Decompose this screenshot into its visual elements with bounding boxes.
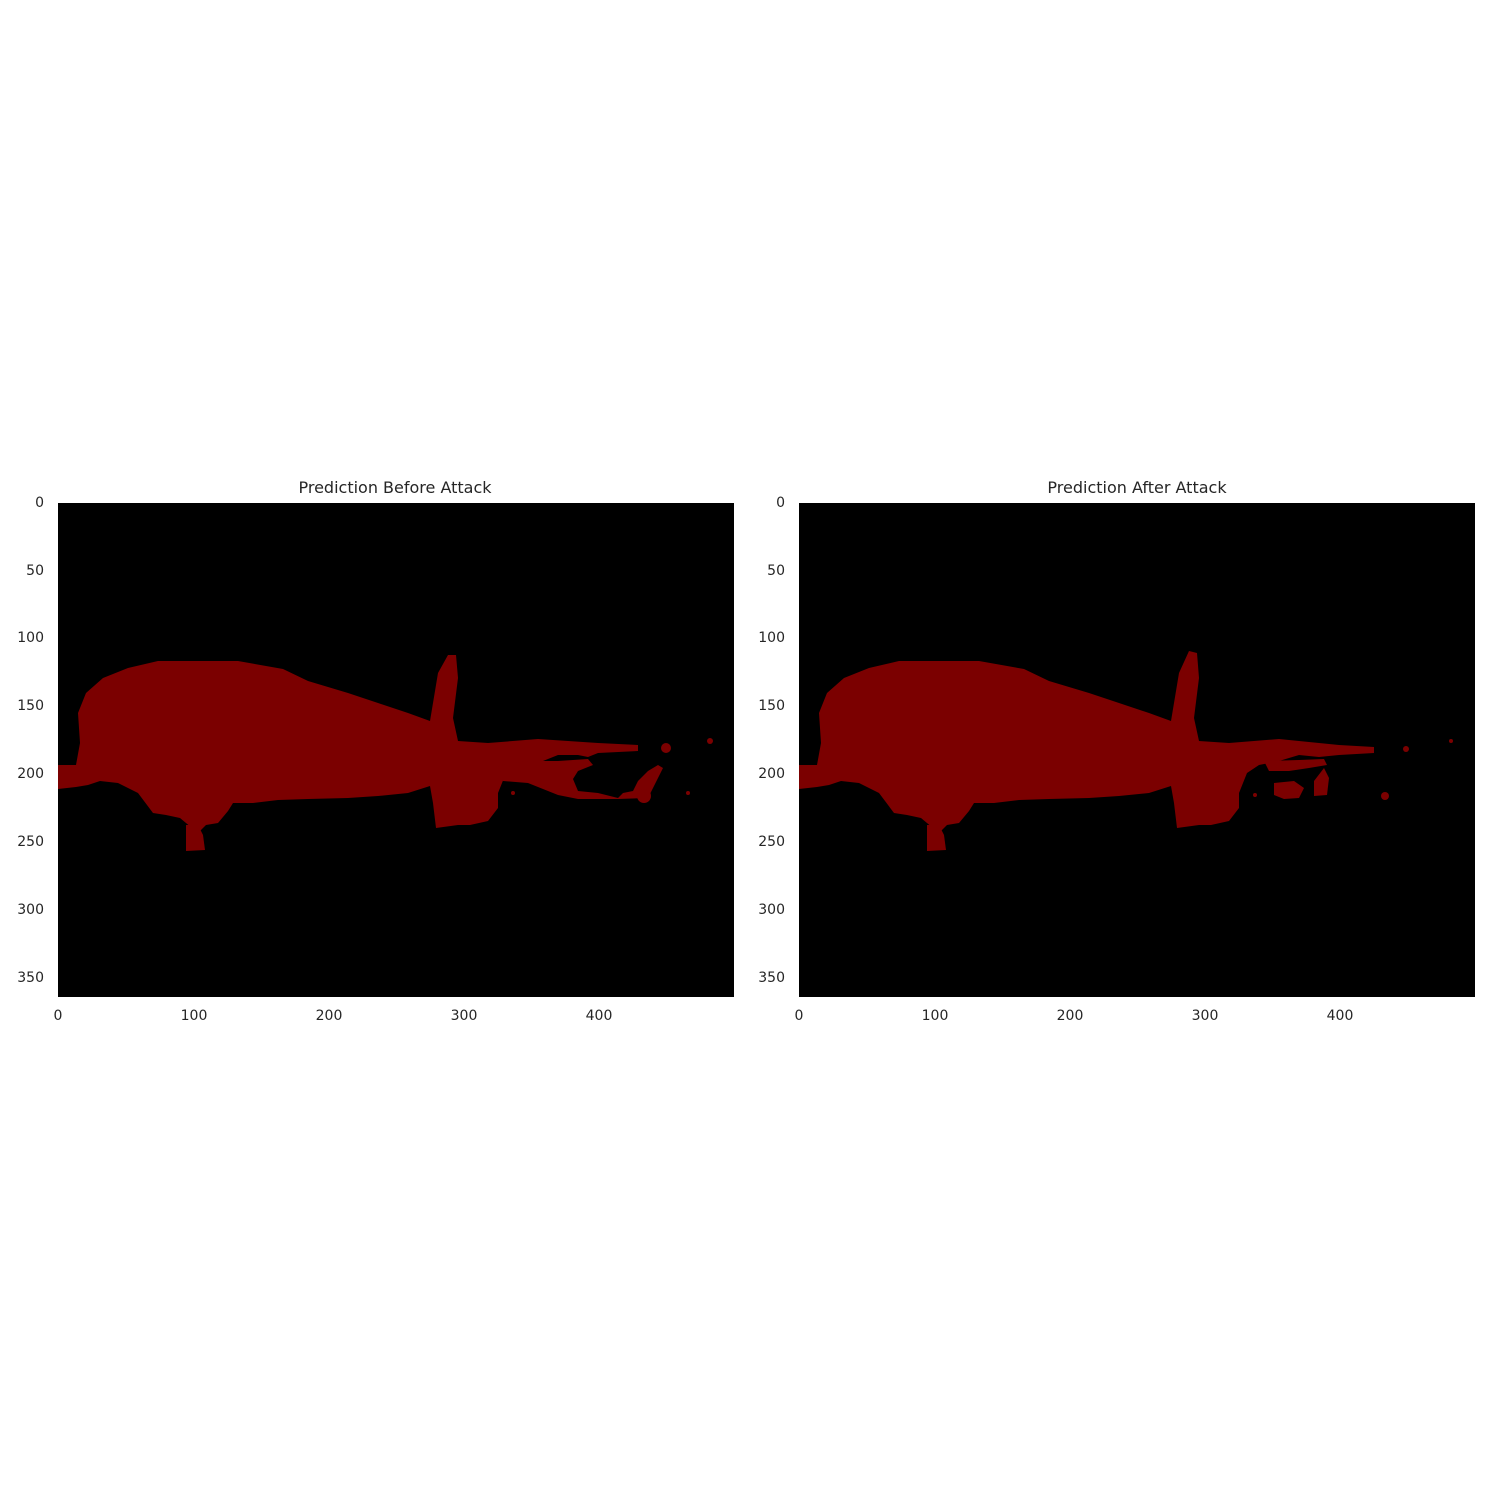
x-tick-label: 200 <box>1056 1008 1084 1024</box>
segment-blob <box>1449 739 1453 743</box>
x-tick-label: 0 <box>794 1008 804 1024</box>
segment-blob <box>58 655 638 833</box>
panel-title-after: Prediction After Attack <box>1047 478 1227 497</box>
x-tick-label: 400 <box>585 1008 613 1024</box>
segment-blob <box>1381 792 1389 800</box>
segment-blob <box>927 825 946 851</box>
segment-blob <box>1264 759 1327 771</box>
segment-blob <box>637 789 651 803</box>
x-tick-label: 400 <box>1326 1008 1354 1024</box>
y-tick-label: 200 <box>758 766 785 782</box>
segment-blob <box>1314 768 1329 796</box>
segmentation-mask-after <box>799 503 1475 997</box>
segmentation-mask-before <box>58 503 734 997</box>
x-tick-label: 100 <box>180 1008 208 1024</box>
segment-blob <box>186 825 205 851</box>
mask-shapes-after <box>799 651 1453 851</box>
y-tick-label: 200 <box>17 766 44 782</box>
x-tick-label: 300 <box>450 1008 478 1024</box>
x-tick-label: 100 <box>921 1008 949 1024</box>
y-tick-label: 250 <box>758 834 785 850</box>
y-tick-label: 50 <box>26 563 44 579</box>
y-tick-label: 100 <box>758 630 785 646</box>
y-tick-label: 250 <box>17 834 44 850</box>
y-tick-label: 50 <box>767 563 785 579</box>
segment-blob <box>1274 781 1304 799</box>
y-tick-label: 0 <box>776 495 785 511</box>
segment-blob <box>661 743 671 753</box>
x-tick-label: 0 <box>53 1008 63 1024</box>
mask-shapes-before <box>58 655 713 851</box>
segment-blob <box>1403 746 1409 752</box>
x-tick-label: 200 <box>315 1008 343 1024</box>
y-tick-label: 350 <box>758 970 785 986</box>
y-tick-label: 100 <box>17 630 44 646</box>
segment-blob <box>707 738 713 744</box>
panel-title-before: Prediction Before Attack <box>298 478 492 497</box>
y-tick-label: 150 <box>758 698 785 714</box>
y-tick-label: 300 <box>17 902 44 918</box>
y-tick-label: 0 <box>35 495 44 511</box>
segment-blob <box>799 651 1374 833</box>
segment-blob <box>1253 793 1257 797</box>
y-tick-label: 150 <box>17 698 44 714</box>
segment-blob <box>511 791 515 795</box>
x-tick-label: 300 <box>1191 1008 1219 1024</box>
segment-blob <box>686 791 690 795</box>
y-tick-label: 350 <box>17 970 44 986</box>
y-tick-label: 300 <box>758 902 785 918</box>
segment-blob <box>498 759 663 799</box>
